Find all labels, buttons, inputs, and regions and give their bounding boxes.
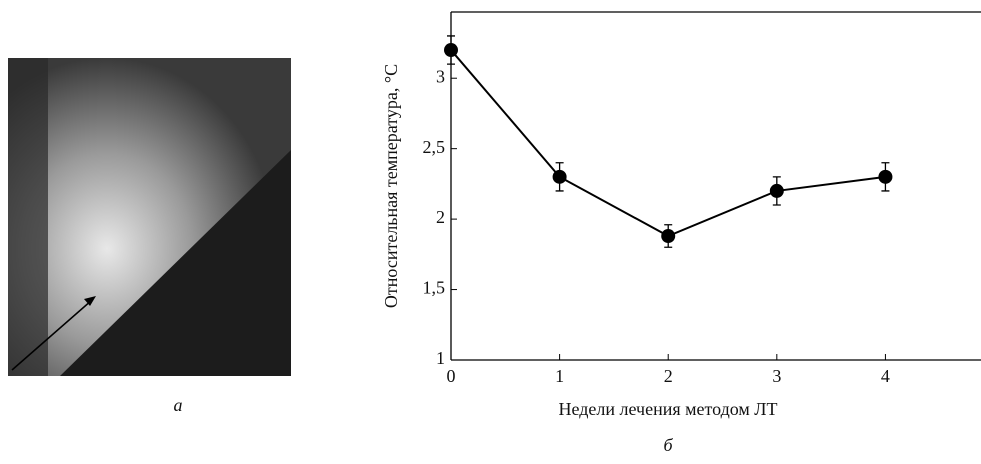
y-tick-label: 1,5 [423, 278, 446, 298]
point [661, 229, 676, 244]
x-tick-label: 0 [447, 366, 456, 386]
y-tick-label: 2 [436, 207, 445, 227]
x-axis-label: Недели лечения методом ЛТ [558, 399, 777, 419]
line [450, 49, 886, 238]
photo-shadow [60, 150, 291, 376]
point [552, 169, 567, 184]
thermogram-photo [8, 58, 291, 376]
x-tick-label: 2 [664, 366, 673, 386]
arrow [11, 299, 93, 371]
x-tick-label: 4 [881, 366, 890, 386]
point [769, 183, 784, 198]
point [878, 169, 893, 184]
panel-label: а [174, 395, 183, 415]
photo-edge [8, 58, 48, 376]
arrow-head [84, 296, 96, 306]
x-tick-label: 3 [772, 366, 781, 386]
y-tick-label: 1 [436, 348, 445, 368]
y-axis-label: Относительная температура, °C [381, 64, 401, 308]
y-tick-label: 2,5 [423, 137, 446, 157]
y-tick-label: 3 [436, 66, 445, 86]
panel-label: б [663, 435, 673, 455]
plot: 11,522,530 1 2 3 4 [423, 11, 981, 386]
point [444, 43, 458, 58]
x-tick-label: 1 [555, 366, 564, 386]
